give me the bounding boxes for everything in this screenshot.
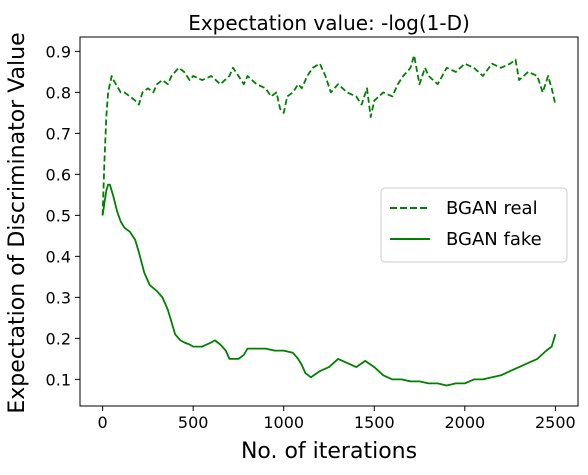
y-tick-label: 0.7	[46, 124, 71, 143]
legend: BGAN real BGAN fake	[380, 187, 568, 263]
y-axis-ticks: 0.1 0.2 0.3 0.4 0.5 0.6 0.7 0.8 0.9	[46, 42, 80, 389]
series-line-fake	[101, 183, 557, 387]
plot-lines	[101, 54, 557, 387]
x-tick-label: 2500	[535, 413, 576, 432]
legend-box	[380, 187, 568, 263]
y-tick-label: 0.4	[46, 247, 71, 266]
x-tick-label: 1000	[263, 413, 304, 432]
y-tick-label: 0.3	[46, 288, 71, 307]
plot-frame	[79, 36, 579, 407]
x-axis-ticks: 0 500 1000 1500 2000 2500	[98, 406, 576, 432]
legend-label-real: BGAN real	[446, 198, 538, 219]
y-tick-label: 0.6	[46, 165, 71, 184]
y-tick-label: 0.1	[46, 370, 71, 389]
x-tick-label: 2000	[444, 413, 485, 432]
y-tick-label: 0.2	[46, 329, 71, 348]
x-tick-label: 0	[98, 413, 108, 432]
y-tick-label: 0.5	[46, 206, 71, 225]
legend-label-fake: BGAN fake	[446, 229, 542, 250]
y-tick-label: 0.8	[46, 83, 71, 102]
y-axis-title: Expectation of Discriminator Value	[5, 32, 30, 413]
y-tick-label: 0.9	[46, 42, 71, 61]
x-tick-label: 1500	[354, 413, 395, 432]
chart-title: Expectation value: -log(1-D)	[188, 11, 470, 35]
x-axis-title: No. of iterations	[241, 439, 417, 464]
x-tick-label: 500	[178, 413, 209, 432]
series-line-real	[101, 54, 557, 216]
